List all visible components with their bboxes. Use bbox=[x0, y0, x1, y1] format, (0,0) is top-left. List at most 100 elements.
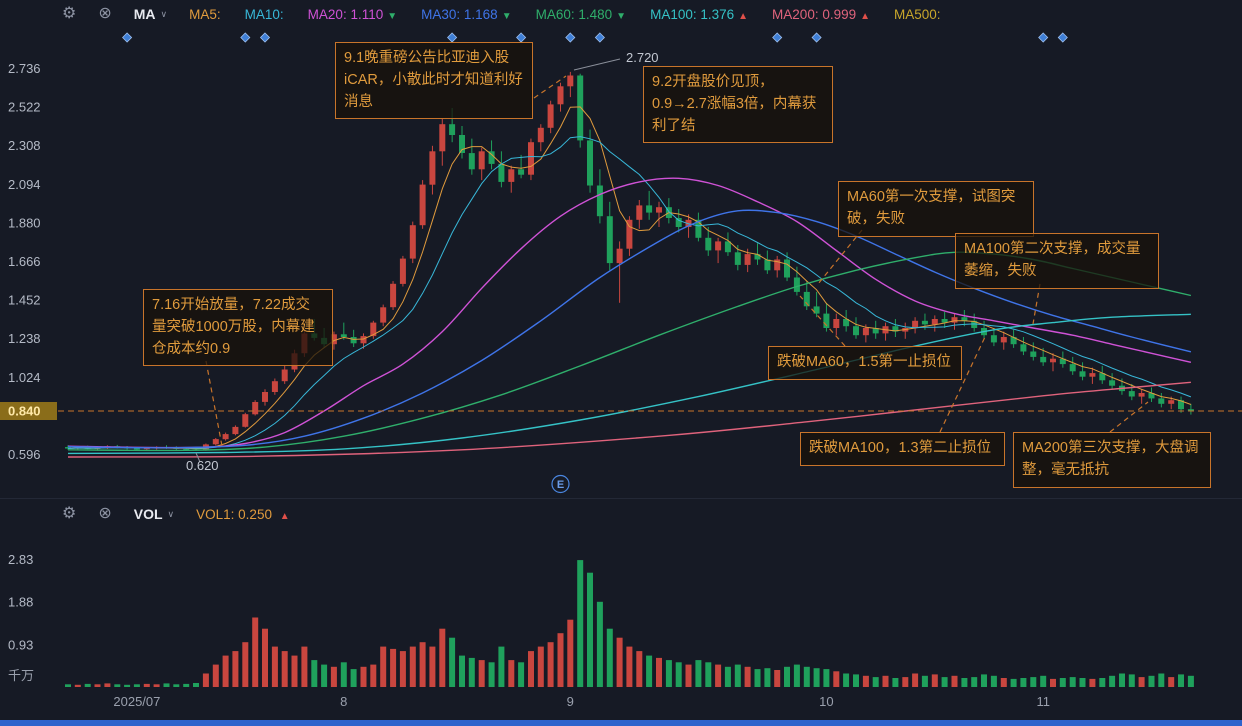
event-marker-icon[interactable] bbox=[122, 32, 133, 43]
volume-indicator-selector[interactable]: VOL ∨ bbox=[134, 506, 174, 522]
volume-bar bbox=[921, 675, 928, 687]
event-marker-icon[interactable] bbox=[240, 32, 251, 43]
candle bbox=[1030, 351, 1037, 357]
annotation-callout: MA60第一次支撑，试图突破，失败 bbox=[838, 181, 1034, 237]
annotation-leader-line bbox=[205, 360, 223, 447]
volume-bar bbox=[439, 628, 446, 687]
ma-toolbar-item[interactable]: MA5: bbox=[189, 6, 221, 22]
bottom-scrollbar[interactable] bbox=[0, 720, 1242, 726]
volume-bar bbox=[695, 660, 702, 687]
candle bbox=[853, 326, 859, 336]
ma-toolbar-item[interactable]: MA20: 1.110 ▼ bbox=[307, 6, 398, 22]
ma-toolbar-item[interactable]: MA30: 1.168 ▼ bbox=[421, 6, 512, 22]
price-label-connector bbox=[573, 58, 621, 71]
volume-bar bbox=[675, 662, 682, 687]
volume-bar bbox=[104, 683, 111, 687]
annotation-callout: 跌破MA100，1.3第二止损位 bbox=[800, 432, 1005, 466]
annotation-callout: 9.2开盘股价见顶，0.9→2.7涨幅3倍，内幕获利了结 bbox=[643, 66, 833, 144]
volume-bar bbox=[340, 662, 347, 687]
price-axis-tick: 1.452 bbox=[8, 293, 41, 308]
ma-toolbar-item[interactable]: MA100: 1.376 ▲ bbox=[650, 6, 749, 22]
volume-bar bbox=[74, 684, 81, 687]
volume-bar bbox=[892, 678, 899, 687]
volume-bar bbox=[301, 646, 308, 687]
vol1-indicator-value[interactable]: VOL1: 0.250 ▲ bbox=[196, 507, 290, 522]
annotation-leader-line bbox=[1109, 401, 1149, 433]
event-marker-icon[interactable] bbox=[811, 32, 822, 43]
close-indicator-icon[interactable]: ⊗ bbox=[98, 5, 112, 22]
candle bbox=[212, 439, 219, 445]
candle bbox=[1059, 358, 1066, 365]
price-axis-tick: 2.094 bbox=[8, 177, 41, 192]
volume-bar bbox=[330, 666, 337, 687]
volume-bar bbox=[616, 637, 623, 687]
volume-bar bbox=[419, 642, 426, 687]
volume-pane-toolbar: ⚙ ⊗ VOL ∨ VOL1: 0.250 ▲ bbox=[62, 505, 290, 523]
volume-bar bbox=[163, 683, 170, 687]
x-axis-tick: 9 bbox=[567, 694, 574, 709]
volume-axis-tick: 2.83 bbox=[8, 552, 33, 567]
current-price-label: 0.840 bbox=[8, 404, 41, 419]
settings-icon[interactable]: ⚙ bbox=[62, 5, 77, 22]
volume-bar bbox=[1158, 673, 1165, 687]
volume-bar bbox=[84, 683, 91, 687]
event-marker-icon[interactable] bbox=[259, 32, 271, 43]
settings-icon[interactable]: ⚙ bbox=[62, 505, 77, 522]
indicator-selector[interactable]: MA ∨ bbox=[134, 6, 167, 22]
volume-bar bbox=[567, 619, 574, 687]
volume-indicator-label: VOL bbox=[133, 506, 163, 522]
close-indicator-icon[interactable]: ⊗ bbox=[98, 505, 112, 522]
candle bbox=[616, 248, 623, 264]
candle bbox=[508, 169, 515, 182]
event-marker-icon[interactable] bbox=[1038, 32, 1049, 43]
ma-toolbar-item[interactable]: MA200: 0.999 ▲ bbox=[772, 6, 871, 22]
price-axis-tick: 1.238 bbox=[8, 331, 41, 346]
candle bbox=[488, 151, 495, 164]
candle bbox=[764, 259, 771, 271]
volume-bar bbox=[1020, 678, 1027, 687]
volume-bar bbox=[862, 675, 869, 687]
annotation-callout: 9.1晚重磅公告比亚迪入股iCAR，小散此时才知道利好消息 bbox=[335, 42, 533, 120]
candle bbox=[833, 319, 840, 328]
volume-bar bbox=[784, 666, 790, 687]
event-marker-icon[interactable] bbox=[516, 32, 527, 43]
volume-bar bbox=[143, 683, 150, 687]
event-marker-icon[interactable] bbox=[594, 32, 605, 43]
volume-bar bbox=[685, 664, 692, 687]
ma200-line bbox=[67, 381, 1191, 458]
earnings-marker-icon[interactable] bbox=[551, 474, 570, 494]
candle bbox=[744, 254, 751, 265]
ma-toolbar-item[interactable]: MA10: bbox=[244, 6, 284, 22]
candle bbox=[1168, 400, 1175, 404]
candle bbox=[65, 447, 71, 449]
volume-bar bbox=[1138, 677, 1145, 687]
event-marker-icon[interactable] bbox=[447, 32, 458, 43]
volume-bar bbox=[360, 666, 367, 687]
candle bbox=[793, 277, 800, 292]
volume-bar bbox=[1030, 677, 1037, 687]
vol1-value: 0.250 bbox=[238, 506, 272, 522]
event-marker-icon[interactable] bbox=[772, 32, 783, 43]
x-axis-tick: 11 bbox=[1036, 694, 1050, 709]
price-axis-tick: 2.522 bbox=[8, 100, 41, 115]
volume-bar bbox=[882, 675, 889, 687]
candle bbox=[695, 219, 702, 238]
candle bbox=[961, 317, 968, 321]
candle bbox=[252, 402, 259, 415]
candle bbox=[1079, 371, 1086, 377]
annotation-leader-line bbox=[533, 75, 567, 99]
candle bbox=[380, 307, 387, 323]
chevron-down-icon: ∨ bbox=[167, 508, 175, 519]
volume-bar bbox=[1000, 678, 1007, 687]
ma20-line bbox=[67, 177, 1192, 449]
event-marker-icon[interactable] bbox=[1057, 32, 1068, 43]
ma-toolbar-item[interactable]: MA60: 1.480 ▼ bbox=[535, 6, 627, 22]
volume-bar bbox=[606, 628, 613, 687]
volume-bar bbox=[528, 651, 534, 687]
ma-toolbar-item[interactable]: MA500: bbox=[894, 6, 941, 22]
volume-bar bbox=[754, 669, 761, 687]
volume-bar bbox=[912, 673, 919, 687]
event-marker-icon[interactable] bbox=[565, 32, 576, 43]
candle bbox=[1178, 400, 1184, 410]
volume-bar bbox=[65, 684, 71, 687]
